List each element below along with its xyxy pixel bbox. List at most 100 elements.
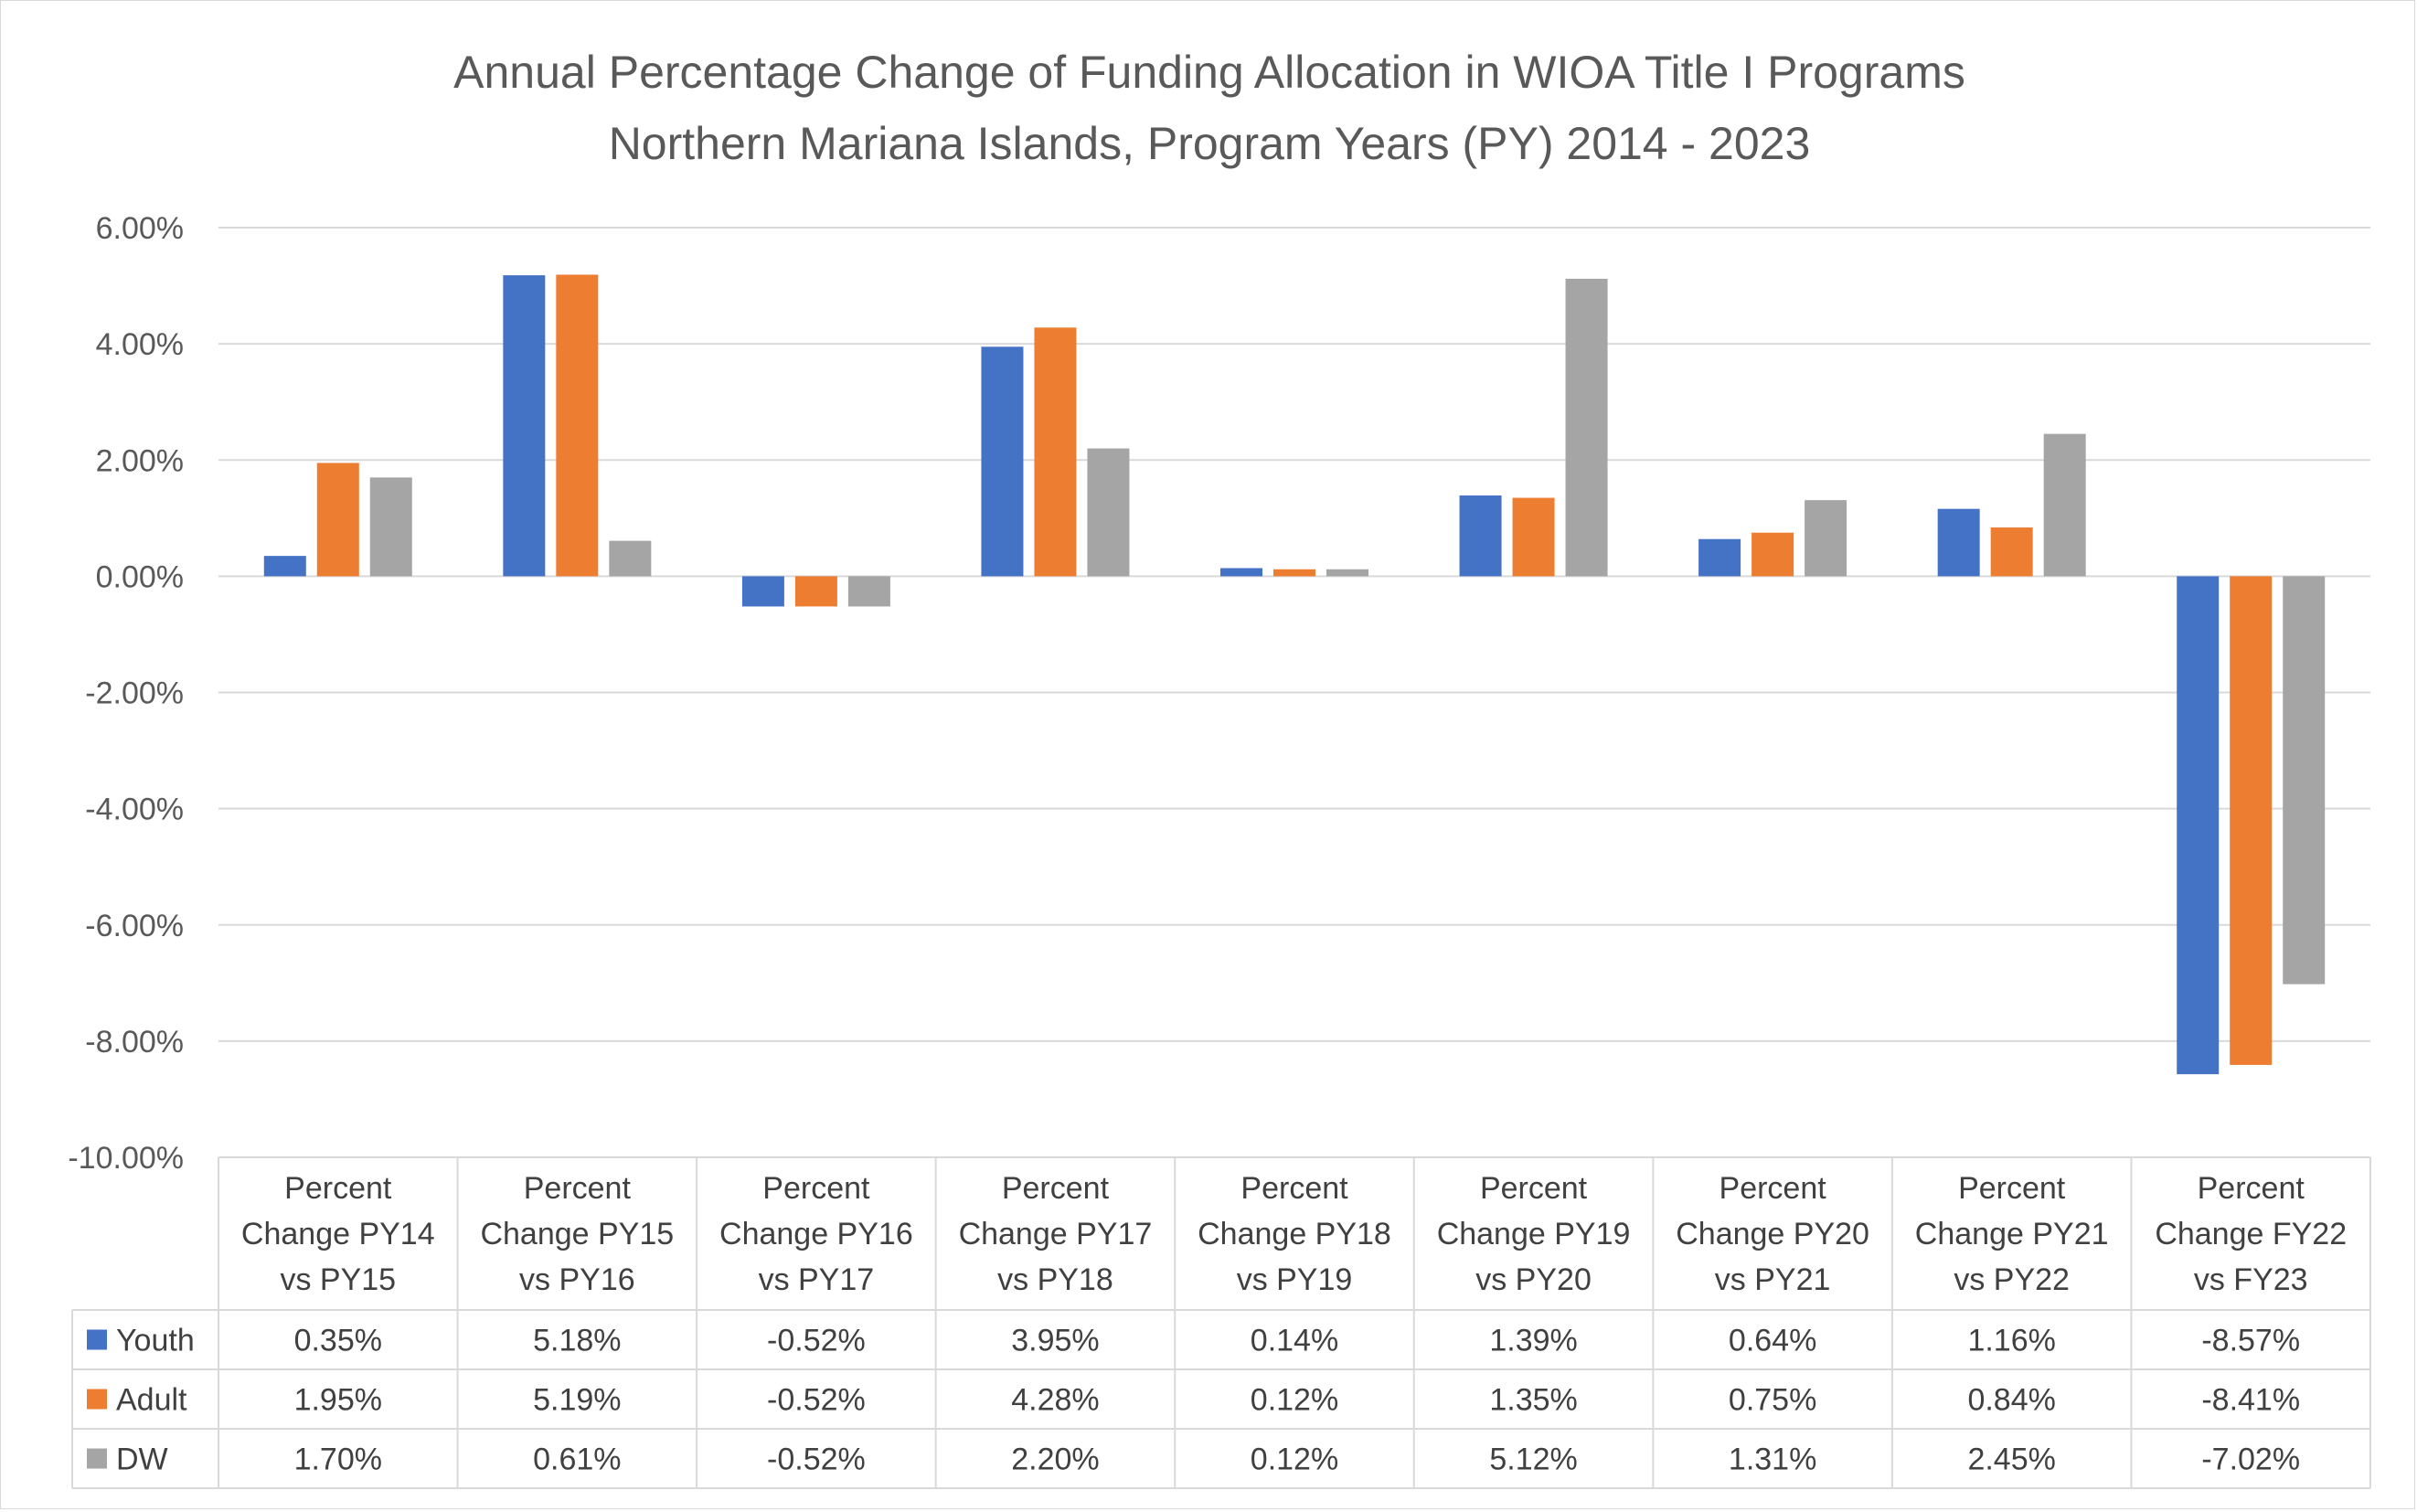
y-tick-label: -2.00%	[85, 676, 184, 711]
legend-key-youth	[87, 1329, 107, 1350]
category-label: Percent	[1720, 1171, 1827, 1206]
category-label: vs PY20	[1475, 1262, 1592, 1297]
table-cell-value: -7.02%	[2201, 1443, 2300, 1477]
table-cell-value: -8.57%	[2201, 1324, 2300, 1358]
y-tick-label: 4.00%	[96, 327, 184, 362]
table-cell-value: 1.16%	[1967, 1324, 2055, 1358]
table-cell-value: 0.61%	[533, 1443, 621, 1477]
chart-title: Annual Percentage Change of Funding Allo…	[453, 47, 1965, 98]
category-label: Percent	[1002, 1171, 1110, 1206]
bar-adult	[1034, 327, 1077, 577]
table-cell-value: -8.41%	[2201, 1383, 2300, 1418]
table-cell-value: 0.12%	[1251, 1443, 1338, 1477]
y-axis-tick-labels: 6.00% 4.00% 2.00% 0.00% -2.00% -4.00% -6.00% -8…	[68, 211, 184, 1176]
bar-dw	[1326, 569, 1368, 577]
legend-label: DW	[116, 1443, 168, 1477]
category-label: Change PY17	[959, 1217, 1153, 1251]
data-table: Percent Change PY14 vs PY15 Percent Change P…	[71, 1156, 2371, 1489]
category-label: Percent	[1480, 1171, 1588, 1206]
table-cell-value: -0.52%	[767, 1383, 866, 1418]
bar-youth	[1937, 508, 1980, 577]
chart-subtitle: Northern Mariana Islands, Program Years …	[609, 118, 1811, 169]
table-cell-value: 0.12%	[1251, 1383, 1338, 1418]
y-tick-label: -6.00%	[85, 909, 184, 943]
bar-youth	[1459, 495, 1502, 577]
bar-adult	[1273, 569, 1315, 577]
bar-youth	[503, 275, 546, 577]
table-cell-value: 1.35%	[1489, 1383, 1577, 1418]
table-cell-value: 3.95%	[1011, 1324, 1099, 1358]
table-cell-value: 0.75%	[1729, 1383, 1816, 1418]
table-cell-value: 5.12%	[1489, 1443, 1577, 1477]
bar-dw	[369, 477, 412, 577]
bar-dw	[1805, 500, 1847, 577]
category-label: vs PY22	[1954, 1262, 2070, 1297]
bar-adult	[1990, 527, 2033, 577]
table-cell-value: 1.31%	[1729, 1443, 1816, 1477]
legend-key-dw	[87, 1448, 107, 1469]
category-label: Percent	[284, 1171, 392, 1206]
bar-youth	[2177, 576, 2220, 1075]
table-cell-value: 5.18%	[533, 1324, 621, 1358]
bar-youth	[1220, 568, 1262, 577]
category-label: Change FY22	[2155, 1217, 2347, 1251]
bar-adult	[2230, 576, 2273, 1065]
table-cell-value: -0.52%	[767, 1324, 866, 1358]
legend-label: Youth	[116, 1324, 195, 1358]
y-tick-label: 6.00%	[96, 211, 184, 246]
table-cell-value: 2.45%	[1967, 1443, 2055, 1477]
table-cell-value: 1.95%	[294, 1383, 382, 1418]
y-tick-label: -4.00%	[85, 793, 184, 827]
table-cell-value: -0.52%	[767, 1443, 866, 1477]
category-label: Change PY18	[1198, 1217, 1391, 1251]
category-label: Change PY15	[480, 1217, 674, 1251]
table-cell-value: 5.19%	[533, 1383, 621, 1418]
category-label: Change PY16	[719, 1217, 913, 1251]
bar-adult	[316, 463, 359, 577]
bar-dw	[2043, 433, 2086, 577]
category-label: Percent	[524, 1171, 632, 1206]
table-cell-value: 1.70%	[294, 1443, 382, 1477]
category-label: Change PY19	[1437, 1217, 1631, 1251]
bar-adult	[556, 274, 599, 577]
bar-dw	[609, 540, 652, 577]
y-tick-label: -10.00%	[68, 1141, 184, 1176]
bar-youth	[263, 556, 306, 577]
category-label: Percent	[762, 1171, 870, 1206]
category-label: Percent	[2198, 1171, 2305, 1206]
category-label: vs PY21	[1715, 1262, 1831, 1297]
category-label: vs PY19	[1237, 1262, 1353, 1297]
table-cell-value: 0.35%	[294, 1324, 382, 1358]
y-tick-label: 0.00%	[96, 559, 184, 594]
bar-adult	[1512, 497, 1555, 577]
category-label: Change PY21	[1915, 1217, 2109, 1251]
bars	[263, 274, 2326, 1075]
table-cell-value: 0.84%	[1967, 1383, 2055, 1418]
category-label: vs PY15	[280, 1262, 396, 1297]
bar-dw	[847, 576, 890, 607]
table-cell-value: 4.28%	[1011, 1383, 1099, 1418]
y-tick-label: -8.00%	[85, 1025, 184, 1059]
bar-youth	[1698, 538, 1741, 577]
bar-adult	[794, 576, 837, 607]
category-label: vs PY17	[759, 1262, 875, 1297]
table-cell-value: 1.39%	[1489, 1324, 1577, 1358]
y-tick-label: 2.00%	[96, 443, 184, 478]
bar-dw	[2283, 576, 2326, 985]
bar-dw	[1087, 448, 1130, 577]
table-cell-value: 0.64%	[1729, 1324, 1816, 1358]
bar-adult	[1752, 532, 1794, 577]
table-cell-value: 2.20%	[1011, 1443, 1099, 1477]
bar-dw	[1565, 278, 1608, 577]
category-label: vs PY18	[997, 1262, 1113, 1297]
table-cell-value: 0.14%	[1251, 1324, 1338, 1358]
category-label: vs FY23	[2194, 1262, 2308, 1297]
category-label: Change PY20	[1676, 1217, 1869, 1251]
bar-youth	[981, 346, 1024, 577]
category-label: Percent	[1240, 1171, 1348, 1206]
bar-youth	[741, 576, 784, 607]
category-label: Change PY14	[241, 1217, 435, 1251]
category-label: vs PY16	[519, 1262, 635, 1297]
